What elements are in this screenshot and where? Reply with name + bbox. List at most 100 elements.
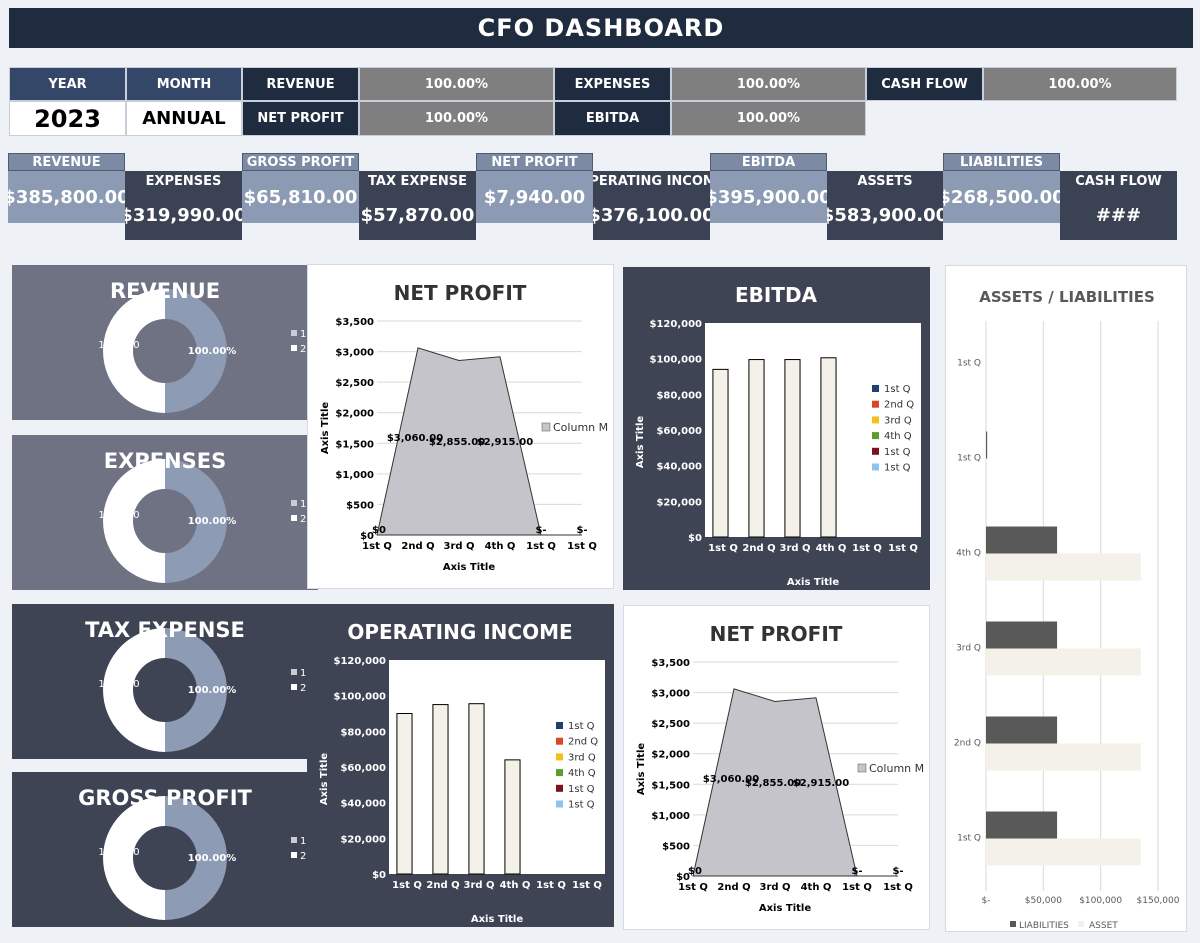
plot-area bbox=[705, 323, 921, 537]
chart-title: ASSETS / LIABILITIES bbox=[979, 288, 1155, 306]
expenses-percent: 100.00% bbox=[671, 67, 866, 101]
ebitda-label: EBITDA bbox=[554, 101, 671, 136]
month-label: MONTH bbox=[126, 67, 242, 101]
legend-swatch bbox=[872, 385, 879, 392]
legend-swatch bbox=[556, 784, 563, 792]
expenses-donut-panel[interactable]: EXPENSES 100.000% 100.00% 1 2 bbox=[12, 435, 318, 590]
donut-slice bbox=[103, 796, 165, 920]
legend-label: 1st Q bbox=[884, 447, 911, 458]
kpi-taxexpense-label: TAX EXPENSE bbox=[359, 171, 476, 191]
donut-slice bbox=[103, 289, 165, 413]
legend-label: 4th Q bbox=[568, 768, 596, 779]
x-tick-label: 1st Q bbox=[708, 543, 738, 554]
legend-label: 1st Q bbox=[568, 784, 595, 795]
netprofit-chart-panel-2[interactable]: NET PROFIT $0 $500 $1,000 $1,500 $2,000 $2,500… bbox=[623, 605, 930, 930]
bar bbox=[820, 357, 837, 538]
netprofit-area-chart: NET PROFIT $0 $500 $1,000 $1,500 $2,000 $2,500… bbox=[320, 281, 608, 573]
donut-legend-swatch bbox=[291, 852, 297, 858]
y-tick-label: $3,500 bbox=[651, 658, 690, 669]
donut-title: TAX EXPENSE bbox=[85, 618, 245, 642]
ebitda-bar-chart: EBITDA $0 $20,000 $40,000 $60,000 $80,000 $100… bbox=[635, 283, 921, 588]
legend-label: 1st Q bbox=[884, 384, 911, 395]
taxexpense-donut-panel[interactable]: TAX EXPENSE 100.000% 100.00% 1 2 bbox=[12, 604, 318, 759]
donut-legend-swatch bbox=[291, 515, 297, 521]
kpi-grossprofit-value: $65,810.00 bbox=[242, 171, 359, 223]
donut-left-label: 100.000 bbox=[98, 510, 139, 521]
donut-title: GROSS PROFIT bbox=[78, 786, 252, 810]
donut-legend-label: 2 bbox=[300, 683, 306, 694]
legend-swatch bbox=[556, 769, 563, 777]
y-tick-label: $2,500 bbox=[335, 378, 374, 389]
cashflow-percent: 100.00% bbox=[983, 67, 1177, 101]
x-tick-label: 1st Q bbox=[883, 882, 913, 893]
y-axis-title: Axis Title bbox=[320, 402, 331, 455]
legend-swatch bbox=[556, 800, 563, 808]
x-tick-label: 1st Q bbox=[842, 882, 872, 893]
netprofit-label: NET PROFIT bbox=[242, 101, 359, 136]
kpi-operatingincome-value: $376,100.00 bbox=[593, 191, 710, 240]
y-tick-label: 2nd Q bbox=[954, 739, 981, 749]
data-label: $2,855.00 bbox=[429, 437, 485, 448]
legend-label: 3rd Q bbox=[884, 415, 912, 426]
operatingincome-bar-chart: OPERATING INCOME $0 $20,000 $40,000 $60,000 $… bbox=[319, 620, 605, 925]
bar-liabilities bbox=[986, 811, 1058, 839]
x-axis-title: Axis Title bbox=[471, 914, 524, 925]
data-label: $3,060.00 bbox=[703, 774, 759, 785]
chart-title: NET PROFIT bbox=[394, 281, 527, 305]
bar-liabilities bbox=[986, 621, 1058, 649]
y-tick-label: 1st Q bbox=[957, 359, 981, 369]
x-tick-label: 2nd Q bbox=[742, 543, 775, 554]
legend-label: LIABILITIES bbox=[1019, 921, 1069, 931]
operatingincome-chart-panel[interactable]: OPERATING INCOME $0 $20,000 $40,000 $60,000 $… bbox=[307, 604, 614, 927]
legend-swatch bbox=[556, 753, 563, 761]
donut-title: EXPENSES bbox=[103, 449, 227, 473]
donut-left-label-unit: % bbox=[114, 859, 124, 870]
year-selector[interactable]: 2023 bbox=[9, 101, 126, 136]
legend-label: Column M bbox=[553, 421, 608, 434]
y-tick-label: 4th Q bbox=[956, 549, 981, 559]
y-axis-title: Axis Title bbox=[635, 416, 646, 469]
x-tick-label: 1st Q bbox=[362, 541, 392, 552]
x-tick-label: 4th Q bbox=[485, 541, 516, 552]
ebitda-percent: 100.00% bbox=[671, 101, 866, 136]
kpi-assets-value: $583,900.00 bbox=[827, 191, 943, 240]
netprofit-chart-panel[interactable]: NET PROFIT $0 $500 $1,000 $1,500 $2,000 $2,500… bbox=[307, 264, 614, 589]
y-tick-label: $500 bbox=[662, 841, 690, 852]
y-tick-label: $80,000 bbox=[340, 727, 386, 738]
x-tick-label: 3rd Q bbox=[463, 880, 494, 891]
donut-right-label: 100.00% bbox=[188, 685, 237, 696]
donut-slice bbox=[165, 628, 227, 752]
x-tick-label: 1st Q bbox=[572, 880, 602, 891]
x-tick-label: 1st Q bbox=[888, 543, 918, 554]
revenue-donut-panel[interactable]: REVENUE 100.000% 100.00% 1 2 bbox=[12, 265, 318, 420]
assets-liabilities-panel[interactable]: ASSETS / LIABILITIES $- $50,000 $100,000 $15… bbox=[945, 265, 1187, 932]
x-tick-label: 1st Q bbox=[526, 541, 556, 552]
legend-swatch bbox=[872, 447, 879, 455]
ebitda-chart-panel[interactable]: EBITDA $0 $20,000 $40,000 $60,000 $80,000 $100… bbox=[623, 267, 930, 590]
x-axis-title: Axis Title bbox=[759, 903, 812, 914]
data-label: $2,915.00 bbox=[793, 778, 849, 789]
donut-legend-swatch bbox=[291, 345, 297, 351]
x-axis-title: Axis Title bbox=[443, 562, 496, 573]
donut-left-label-unit: % bbox=[114, 691, 124, 702]
grossprofit-donut-panel[interactable]: GROSS PROFIT 100.000% 100.00% 1 2 bbox=[12, 772, 318, 927]
y-tick-label: $0 bbox=[688, 533, 702, 544]
kpi-revenue-label: REVENUE bbox=[8, 153, 125, 171]
legend-label: 4th Q bbox=[884, 431, 912, 442]
data-label: $2,915.00 bbox=[477, 437, 533, 448]
donut-left-label: 100.000 bbox=[98, 847, 139, 858]
donut-left-label: 100.000 bbox=[98, 679, 139, 690]
donut-legend-label: 2 bbox=[300, 514, 306, 525]
legend-label: ASSET bbox=[1089, 921, 1118, 931]
x-tick-label: $50,000 bbox=[1025, 896, 1062, 906]
x-tick-label: 3rd Q bbox=[443, 541, 474, 552]
x-tick-label: 4th Q bbox=[816, 543, 847, 554]
y-tick-label: $100,000 bbox=[333, 692, 386, 703]
month-selector[interactable]: ANNUAL bbox=[126, 101, 242, 136]
data-label: $- bbox=[851, 866, 862, 877]
expenses-donut-chart: 100.000% 100.00% 1 2 bbox=[98, 459, 306, 583]
revenue-label: REVENUE bbox=[242, 67, 359, 101]
y-axis-title: Axis Title bbox=[319, 753, 330, 806]
x-tick-label: 2nd Q bbox=[401, 541, 434, 552]
x-tick-label: $150,000 bbox=[1137, 896, 1180, 906]
